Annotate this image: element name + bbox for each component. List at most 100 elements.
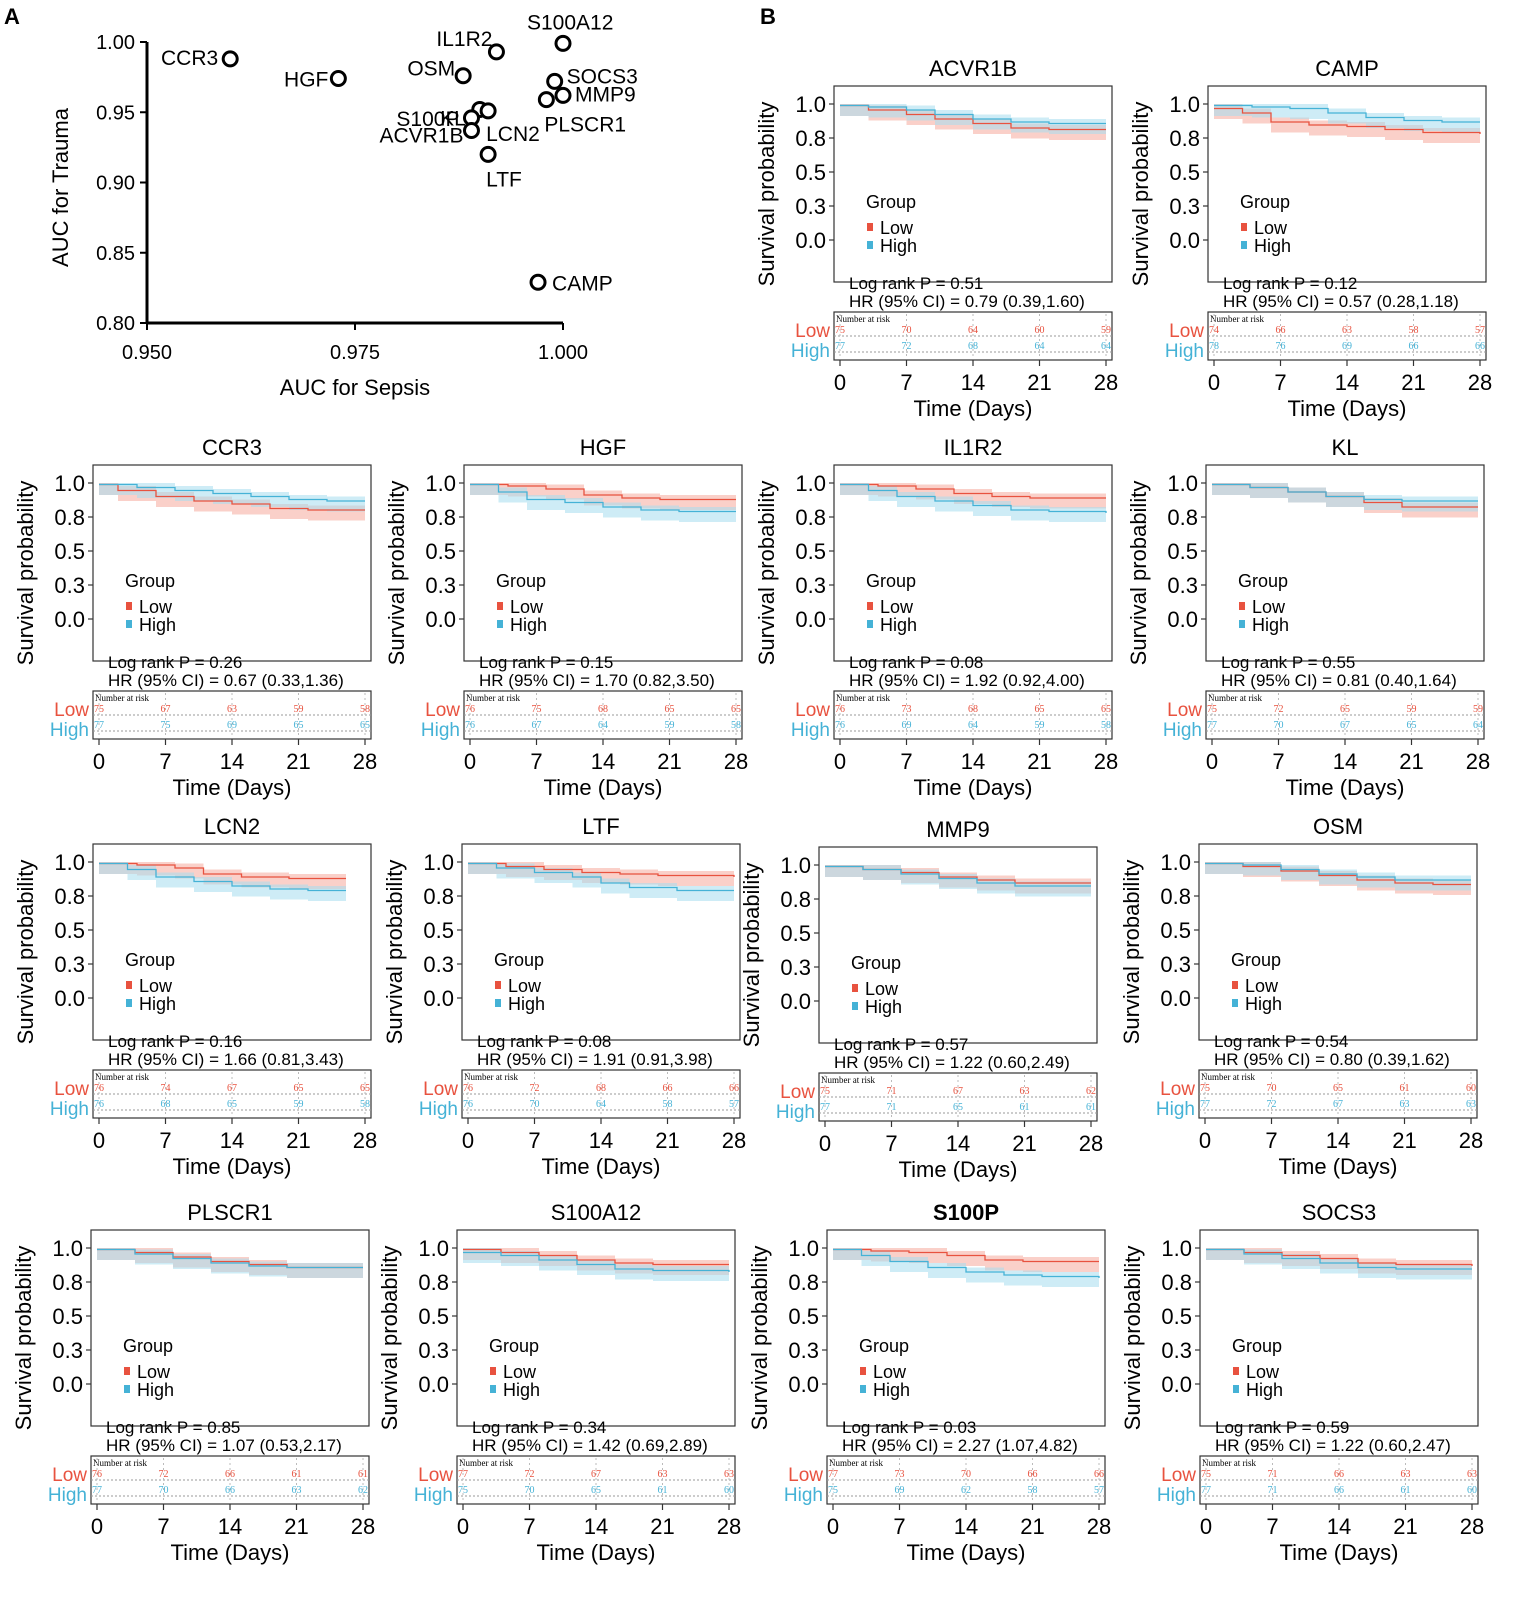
legend-high-label: High xyxy=(139,615,176,635)
low-ci-band xyxy=(840,483,1106,509)
legend-low-label: Low xyxy=(1246,1362,1280,1382)
high-survival-curve xyxy=(833,1248,1100,1278)
x-tick-label: 21 xyxy=(286,1128,310,1153)
risk-low-count: 68 xyxy=(596,1083,606,1094)
y-tick-label: 1.0 xyxy=(52,1236,83,1261)
legend-title: Group xyxy=(1240,192,1290,212)
km-plot-frame xyxy=(1198,843,1478,1041)
high-survival-curve xyxy=(840,483,1107,513)
km-plot-frame xyxy=(461,843,741,1041)
x-tick-label: 0.950 xyxy=(122,342,172,364)
y-tick-label: 1.0 xyxy=(780,853,811,878)
risk-high-count: 68 xyxy=(968,341,978,352)
y-tick-label: 0.0 xyxy=(418,1372,449,1397)
risk-high-count: 71 xyxy=(1268,1485,1278,1496)
legend-low-label: Low xyxy=(865,979,899,999)
risk-high-count: 76 xyxy=(463,1099,473,1110)
km-panel-osm: OSM 1.0 0.8 0.5 0.3 0.0 Survival probability Gr… xyxy=(1119,814,1483,1179)
y-tick-label: 1.0 xyxy=(1161,1236,1192,1261)
risk-high-count: 59 xyxy=(665,720,675,731)
x-axis-title: Time (Days) xyxy=(907,1540,1026,1565)
logrank-p: Log rank P = 0.12 xyxy=(1223,274,1357,293)
x-tick-label: 28 xyxy=(722,1128,746,1153)
y-tick-label: 0.3 xyxy=(418,1338,449,1363)
legend-low-label: Low xyxy=(873,1362,907,1382)
x-tick-label: 28 xyxy=(1459,1128,1483,1153)
legend-low-swatch xyxy=(124,1367,130,1375)
legend-high-label: High xyxy=(1252,615,1289,635)
hazard-ratio: HR (95% CI) = 1.66 (0.81,3.43) xyxy=(108,1050,344,1069)
risk-low-count: 63 xyxy=(227,704,237,715)
logrank-p: Log rank P = 0.54 xyxy=(1214,1032,1348,1051)
hazard-ratio: HR (95% CI) = 0.81 (0.40,1.64) xyxy=(1221,671,1457,690)
y-axis-title: Survival probability xyxy=(754,102,779,287)
y-tick-label: 0.8 xyxy=(788,1270,819,1295)
y-tick-label: 0.90 xyxy=(96,173,135,195)
x-tick-label: 14 xyxy=(584,1514,608,1539)
y-axis-title: Survival probability xyxy=(1120,1246,1145,1431)
x-tick-label: 7 xyxy=(1266,1514,1278,1539)
y-tick-label: 0.3 xyxy=(423,952,454,977)
risk-high-count: 77 xyxy=(94,720,104,731)
x-axis-title: Time (Days) xyxy=(1280,1540,1399,1565)
x-tick-label: 28 xyxy=(1087,1514,1111,1539)
legend-high-swatch xyxy=(124,1385,130,1393)
x-tick-label: 21 xyxy=(1393,1514,1417,1539)
y-tick-label: 0.8 xyxy=(423,884,454,909)
risk-low-count: 68 xyxy=(598,704,608,715)
risk-table-header: Number at risk xyxy=(829,1458,883,1468)
legend-low-swatch xyxy=(1233,1367,1239,1375)
km-title: LCN2 xyxy=(204,814,260,839)
legend-title: Group xyxy=(859,1336,909,1356)
low-survival-curve xyxy=(468,862,735,877)
x-tick-label: 0 xyxy=(93,749,105,774)
legend-high-swatch xyxy=(490,1385,496,1393)
hazard-ratio: HR (95% CI) = 1.92 (0.92,4.00) xyxy=(849,671,1085,690)
risk-high-count: 65 xyxy=(360,720,370,731)
risk-low-count: 75 xyxy=(820,1086,830,1097)
y-tick-label: 0.8 xyxy=(795,126,826,151)
risk-low-label: Low xyxy=(1169,321,1204,342)
km-title: CAMP xyxy=(1315,56,1379,81)
low-survival-curve xyxy=(833,1248,1099,1263)
x-tick-label: 0 xyxy=(834,749,846,774)
x-tick-label: 21 xyxy=(1027,370,1051,395)
point-label: LCN2 xyxy=(486,123,540,146)
x-tick-label: 28 xyxy=(1466,749,1490,774)
risk-high-count: 70 xyxy=(530,1099,540,1110)
y-axis-title: Survival probability xyxy=(1126,481,1151,666)
km-plot-frame xyxy=(1205,464,1485,662)
risk-high-count: 77 xyxy=(1200,1099,1210,1110)
y-tick-label: 0.8 xyxy=(1160,884,1191,909)
risk-low-label: Low xyxy=(795,321,830,342)
point-label: OSM xyxy=(407,58,455,81)
legend-title: Group xyxy=(496,571,546,591)
y-tick-label: 0.8 xyxy=(780,887,811,912)
risk-low-label: Low xyxy=(1160,1079,1195,1100)
risk-high-count: 70 xyxy=(1274,720,1284,731)
risk-high-count: 72 xyxy=(902,341,912,352)
point-label: IL1R2 xyxy=(436,28,492,51)
y-tick-label: 0.0 xyxy=(1169,228,1200,253)
risk-high-label: High xyxy=(791,720,830,741)
risk-low-count: 58 xyxy=(1409,325,1419,336)
km-plot-frame xyxy=(92,464,372,662)
y-tick-label: 0.3 xyxy=(1161,1338,1192,1363)
scatter-point-mmp9 xyxy=(554,86,572,104)
y-tick-label: 0.0 xyxy=(1167,607,1198,632)
hazard-ratio: HR (95% CI) = 1.42 (0.69,2.89) xyxy=(472,1436,708,1455)
risk-table-header: Number at risk xyxy=(1210,314,1264,324)
y-axis-title: Survival probability xyxy=(754,481,779,666)
x-tick-label: 7 xyxy=(528,1128,540,1153)
x-tick-label: 0 xyxy=(1199,1128,1211,1153)
km-panel-hgf: HGF 1.0 0.8 0.5 0.3 0.0 Survival probability Gr… xyxy=(384,435,748,800)
risk-low-count: 63 xyxy=(1342,325,1352,336)
y-tick-label: 0.5 xyxy=(418,1304,449,1329)
y-tick-label: 0.5 xyxy=(52,1304,83,1329)
high-survival-curve xyxy=(99,862,346,892)
y-axis-title: Survival probability xyxy=(13,481,38,666)
km-plot-frame xyxy=(90,1229,370,1427)
risk-high-count: 72 xyxy=(1267,1099,1277,1110)
risk-low-count: 65 xyxy=(1333,1083,1343,1094)
y-tick-label: 0.0 xyxy=(788,1372,819,1397)
